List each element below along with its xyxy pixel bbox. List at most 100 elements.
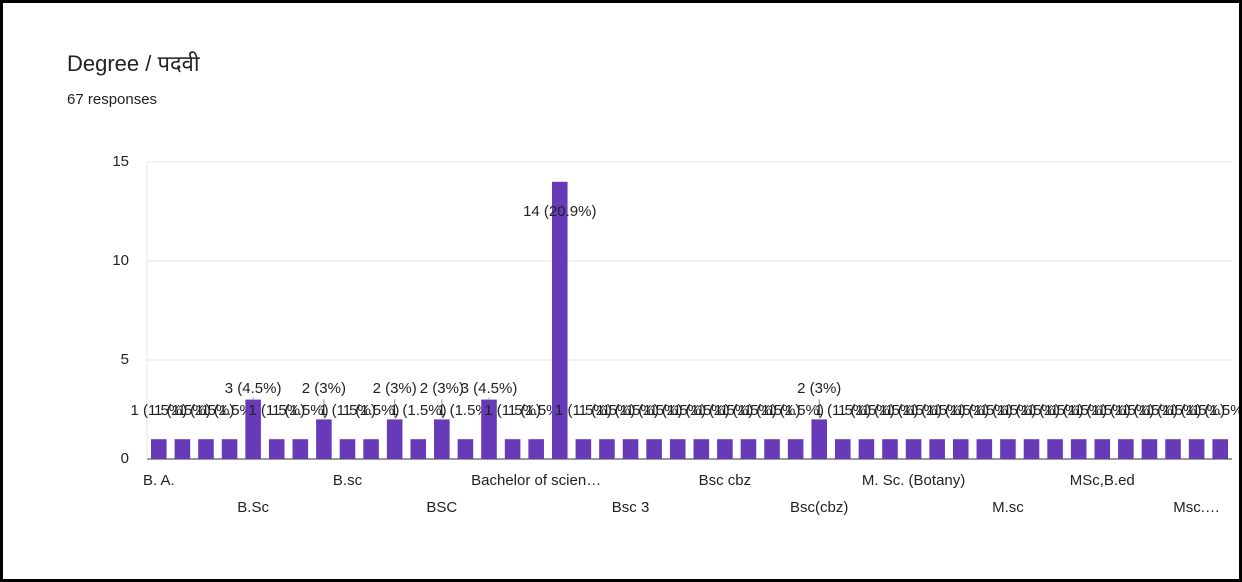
value-label: 1 (1.5%) [248,402,305,419]
x-tick-label: Bachelor of scien… [471,472,601,489]
bar [882,439,898,459]
value-label: 1 (1.5%) [649,402,706,419]
value-label: 3 (4.5%) [461,380,518,397]
x-tick-label: B. A. [143,472,175,489]
value-label: 1 (1.5%) [154,402,211,419]
value-label: 1 (1.5%) [343,402,400,419]
x-tick-label: M.sc [992,499,1024,516]
value-label: 1 (1.5%) [1192,402,1239,419]
value-label: 2 (3%) [420,380,464,397]
bar [811,419,828,459]
value-label: 2 (3%) [373,380,417,397]
bar [764,439,780,459]
bar [245,399,261,459]
value-label: 1 (1.5%) [814,402,871,419]
y-tick-label: 5 [121,351,129,368]
bar [504,439,521,459]
value-label: 1 (1.5%) [130,402,187,419]
value-label: 1 (1.5%) [272,402,329,419]
value-label: 1 (1.5%) [980,402,1037,419]
value-label: 1 (1.5%) [579,402,636,419]
bar [575,439,592,459]
value-label: 1 (1.5%) [319,402,376,419]
value-label: 1 (1.5%) [1027,402,1084,419]
bar [1047,439,1063,459]
bar [363,439,379,459]
bar [1070,439,1087,459]
chart-subtitle: 67 responses [67,91,157,108]
x-tick-label: B.sc [333,472,363,489]
value-label: 1 (1.5%) [178,402,235,419]
value-label: 3 (4.5%) [225,380,282,397]
value-label: 2 (3%) [797,380,841,397]
bar [198,439,214,459]
value-label: 1 (1.5%) [626,402,683,419]
bar [292,439,309,459]
value-label: 1 (1.5%) [1121,402,1178,419]
value-label: 1 (1.5%) [1168,402,1225,419]
bar [528,439,544,459]
value-label: 1 (1.5%) [602,402,659,419]
value-label: 1 (1.5%) [956,402,1013,419]
value-label: 1 (1.5%) [767,402,824,419]
bar [457,439,474,459]
bar [858,439,875,459]
bar [410,439,427,459]
value-label: 14 (20.9%) [523,203,596,220]
bar [740,439,757,459]
bar [646,439,662,459]
value-label: 1 (1.5%) [1145,402,1202,419]
bar [1023,439,1040,459]
bar [599,439,615,459]
bar [1165,439,1181,459]
bar [669,439,686,459]
bar [386,419,403,459]
value-label: 1 (1.5%) [744,402,801,419]
bar [316,419,332,459]
value-label: 1 (1.5%) [1003,402,1060,419]
value-label: 1 (1.5%) [697,402,754,419]
value-label: 1 (1.5%) [673,402,730,419]
value-label: 1 (1.5%) [909,402,966,419]
x-tick-label: B.Sc [237,499,269,516]
bar [622,439,639,459]
value-label: 1 (1.5%) [1074,402,1131,419]
bar [481,399,497,459]
chart: Degree / पदवी 67 responses 0 5 10 15 B. A. 1 … [67,51,1239,516]
bar [151,439,167,459]
bar [976,439,993,459]
chart-title: Degree / पदवी [67,51,200,76]
bar [1141,439,1158,459]
y-tick-label: 10 [112,252,129,269]
bar [929,439,945,459]
bar [1212,439,1228,459]
y-tick-label: 0 [121,450,129,467]
bar [1000,439,1016,459]
value-label: 1 (1.5%) [1098,402,1155,419]
value-label: 1 (1.5%) [201,402,258,419]
bar [268,439,285,459]
value-label: 1 (1.5%) [932,402,989,419]
bar [787,439,804,459]
value-label: 1 (1.5%) [885,402,942,419]
value-label: 1 (1.5%) [720,402,777,419]
x-tick-label: Bsc 3 [612,499,650,516]
bar [339,439,356,459]
value-label: 2 (3%) [302,380,346,397]
value-label: 1 (1.5%) [437,402,494,419]
x-tick-label: Bsc cbz [699,472,752,489]
x-tick-label: Msc.… [1173,499,1220,516]
x-tick-label: Bsc(cbz) [790,499,848,516]
value-label: 1 (1.5%) [838,402,895,419]
bar [1094,439,1111,459]
value-label: 1 (1.5%) [555,402,612,419]
bar [1118,439,1134,459]
value-label: 1 (1.5%) [862,402,919,419]
value-label: 1 (1.5%) [390,402,447,419]
bar [905,439,922,459]
value-label: 1 (1.5%) [508,402,565,419]
x-tick-label: MSc,B.ed [1070,472,1135,489]
x-tick-label: M. Sc. (Botany) [862,472,965,489]
value-label: 1 (1.5%) [1050,402,1107,419]
bar [221,439,238,459]
